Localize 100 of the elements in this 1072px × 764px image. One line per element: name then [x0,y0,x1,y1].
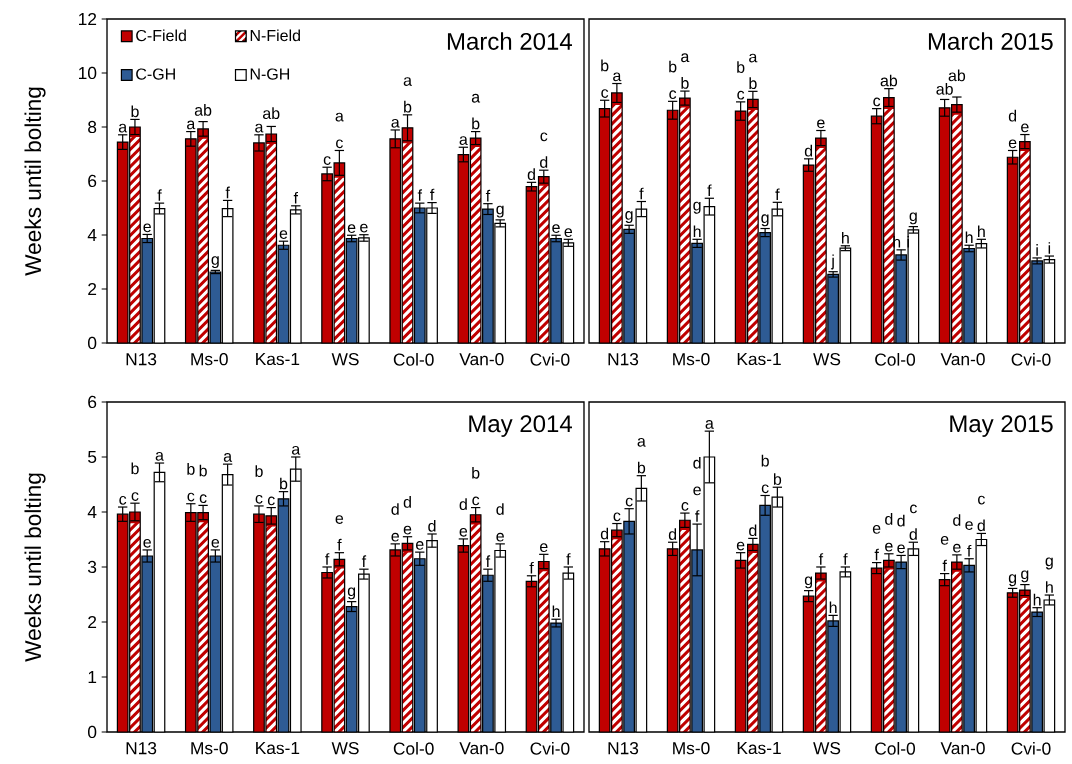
data-label: a [705,420,714,429]
data-label: c [119,496,127,505]
data-label: c [681,502,689,511]
y-tick-label: 4 [87,506,97,518]
y-tick-label: 0 [87,336,97,350]
data-label: j [830,254,834,270]
data-label: f [361,555,367,567]
chart-title: March 2014 [447,32,572,50]
data-label: h [978,225,985,238]
data-label: d e [1008,109,1017,149]
x-tick-label: Col-0 [875,742,916,755]
data-label: e [279,230,288,239]
data-label: b c [761,454,769,494]
data-label: c d [540,132,548,168]
text: May 2015 [950,415,1053,437]
data-label: c [613,512,621,522]
y-tick-label: 3 [87,560,97,574]
y-axis-title: Weeks until bolting [24,87,46,276]
data-label: b c [187,463,195,502]
data-label: e [211,538,220,548]
data-label: f [485,555,491,567]
data-label: a b [681,53,690,89]
data-label: f [417,189,423,201]
x-tick-label: Kas-1 [256,742,300,755]
data-label: f [485,189,491,202]
data-label: d e [897,514,905,554]
y-tick-label: 10 [79,66,97,80]
data-label: c [873,97,881,107]
data-label: d e [459,498,468,537]
x-tick-label: N13 [126,353,157,366]
x-tick-label: Ms-0 [191,742,228,755]
data-label: b c [199,464,207,504]
data-label: d e [885,513,893,552]
data-label: g [347,587,356,600]
data-label: c d [909,504,917,540]
data-label: f [843,553,848,565]
data-label: e [540,543,548,553]
x-tick-label: WS [813,742,841,755]
data-label: e f [872,525,881,561]
data-label: d e [953,514,961,553]
data-label: a [391,118,400,128]
y-tick-label: 6 [88,174,97,188]
y-axis-title: Weeks until bolting [24,473,46,662]
y-tick-label: 4 [87,229,97,241]
data-label: e f [940,536,949,572]
data-label: g [625,211,633,224]
data-label: f [818,553,824,565]
data-label: a b [637,437,646,474]
data-label: d e [496,503,504,542]
data-label: h [842,231,849,244]
data-label: f [639,187,644,200]
legend-label: N-GH [250,68,290,80]
data-label: c [625,497,633,507]
data-label: h [965,231,973,243]
data-label: d [804,144,813,157]
data-label: f [707,184,712,196]
y-tick-label: 6 [88,395,97,409]
x-tick-label: Cvi-0 [1011,353,1051,366]
data-label: f [157,189,162,201]
data-label: g [909,212,917,225]
data-label: e [360,223,368,233]
x-tick-label: Ms-0 [191,353,228,366]
data-label: d [428,519,436,532]
data-label: b c [472,466,480,506]
x-tick-label: WS [331,353,359,366]
data-label: ab [936,83,953,95]
data-label: f [293,191,299,204]
data-label: ab [194,104,212,116]
y-tick-label: 2 [88,282,97,296]
x-tick-label: Ms-0 [673,742,710,755]
data-label: h [1033,593,1041,606]
data-label: f [529,561,534,574]
data-label: a [291,445,301,455]
y-tick-label: 0 [87,725,97,739]
data-label: a [155,452,164,461]
y-tick-label: 12 [79,12,97,26]
data-label: c [267,496,275,506]
data-label: f [325,553,330,565]
data-label: d [527,168,535,181]
data-label: a [118,123,128,133]
y-tick-label: 1 [88,671,97,683]
data-label: e f [965,521,973,557]
text: May 2014 [469,415,572,437]
data-label: h [552,605,560,617]
data-label: d e [403,496,412,535]
data-label: d e [391,503,399,542]
data-label: b [773,473,782,485]
data-label: ab [263,107,280,120]
x-tick-label: WS [813,353,841,366]
x-tick-label: Van-0 [940,353,985,366]
data-label: g [211,256,219,269]
x-tick-label: Cvi-0 [530,353,570,366]
x-tick-label: N13 [126,742,157,755]
y-tick-label: 2 [88,615,97,629]
data-label: b c [255,465,263,504]
data-label: f [225,186,230,199]
y-tick-label: 5 [88,450,97,464]
x-tick-label: Cvi-0 [530,742,570,755]
data-label: i [1036,244,1038,256]
data-label: g [804,576,813,589]
